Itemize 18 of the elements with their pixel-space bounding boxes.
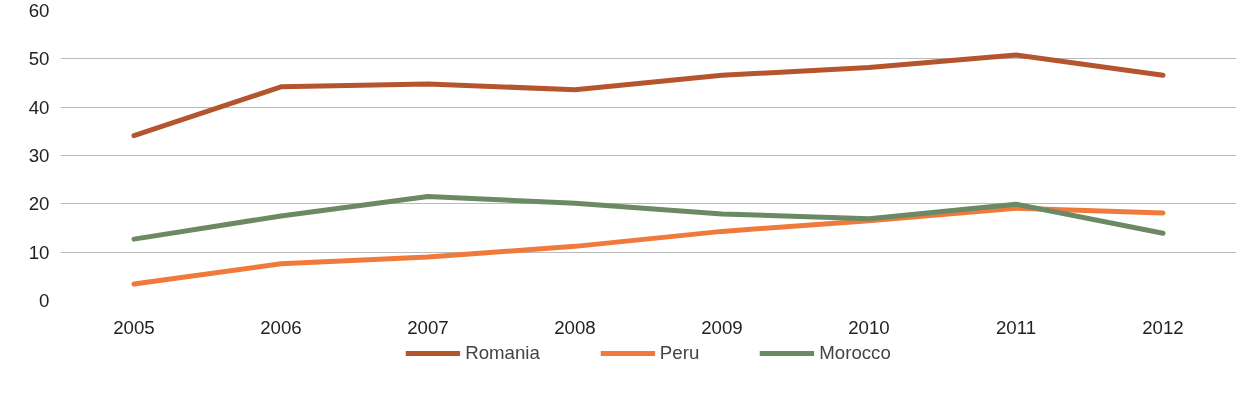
x-tick-label: 2011 [995,316,1037,338]
x-tick-label: 2008 [554,316,596,338]
legend-label: Romania [465,342,540,364]
y-tick-label: 50 [28,48,50,70]
x-tick-label: 2005 [113,316,155,338]
x-tick-label: 2012 [1142,316,1184,338]
y-tick-label: 60 [28,0,50,21]
legend-label: Morocco [819,342,891,364]
legend-label: Peru [659,342,700,364]
y-tick-label: 40 [28,96,50,118]
y-tick-label: 10 [28,241,50,263]
x-tick-label: 2007 [407,316,449,338]
y-tick-label: 0 [39,290,50,311]
x-tick-label: 2009 [701,316,743,338]
x-tick-label: 2010 [848,316,890,338]
y-tick-label: 20 [28,193,50,215]
y-tick-label: 30 [28,145,50,166]
x-tick-label: 2006 [260,316,302,338]
